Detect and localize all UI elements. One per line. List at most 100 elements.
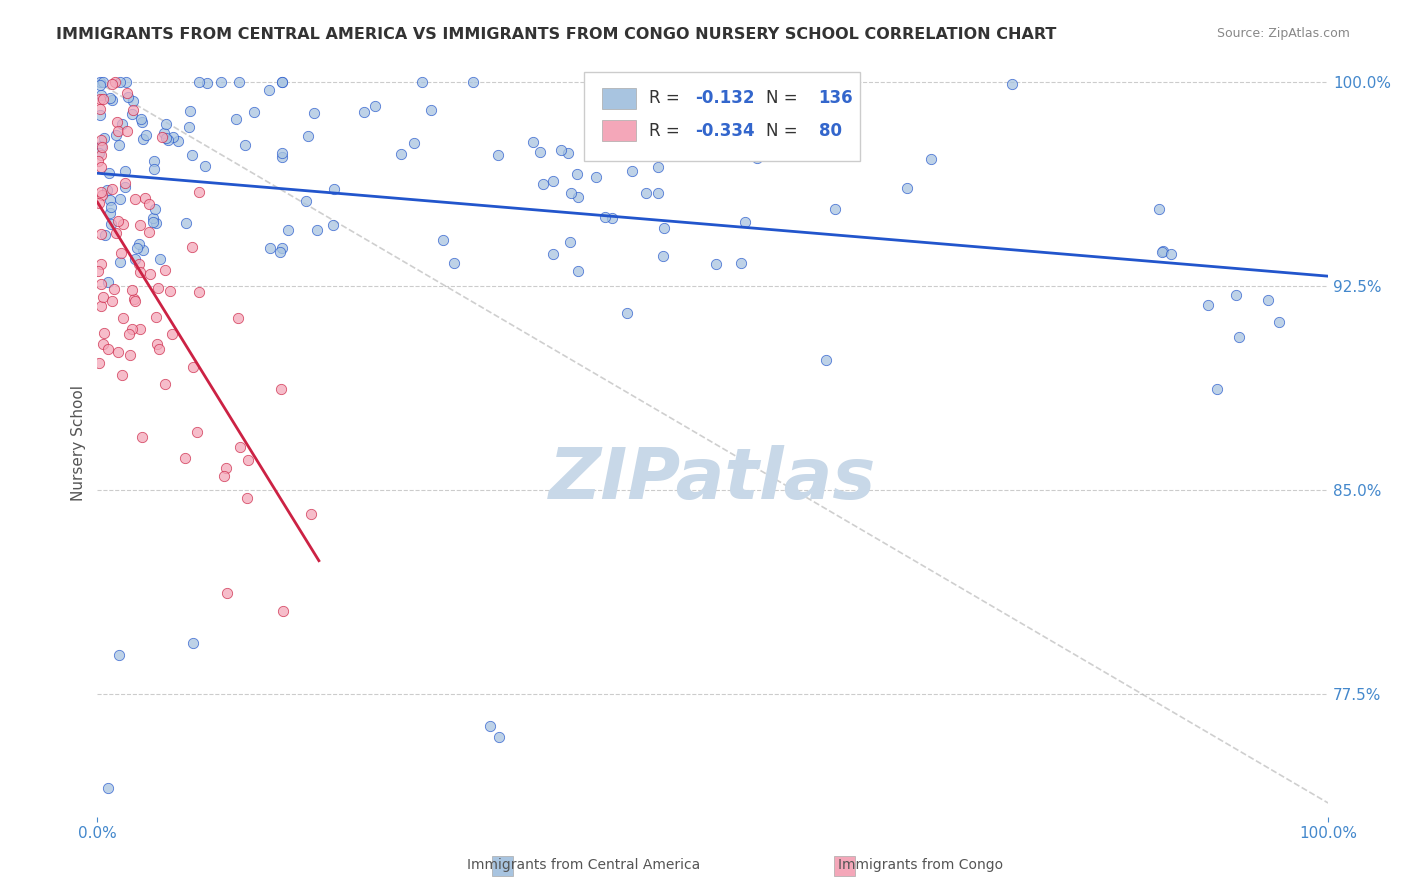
- Text: Immigrants from Congo: Immigrants from Congo: [838, 858, 1004, 872]
- Point: [105, 115, 128, 129]
- Point: [363, 99, 385, 113]
- Point: [294, 194, 316, 209]
- Point: [307, 222, 329, 236]
- Point: [90, 257, 112, 271]
- Point: [297, 128, 319, 143]
- Point: [1197, 298, 1219, 312]
- Point: [824, 202, 846, 216]
- Point: [531, 177, 554, 191]
- Point: [91, 92, 114, 106]
- Point: [132, 243, 155, 257]
- Point: [1268, 314, 1291, 328]
- Point: [195, 76, 218, 90]
- Point: [269, 245, 291, 260]
- Point: [411, 75, 433, 89]
- Point: [1257, 293, 1279, 307]
- Point: [541, 246, 564, 260]
- Point: [322, 182, 344, 196]
- Point: [215, 586, 238, 600]
- Point: [138, 196, 160, 211]
- Point: [118, 326, 141, 341]
- Point: [103, 75, 125, 89]
- Text: R =: R =: [648, 89, 685, 107]
- Point: [89, 75, 111, 89]
- Point: [159, 285, 181, 299]
- Point: [89, 102, 111, 116]
- Point: [101, 94, 124, 108]
- Point: [389, 147, 412, 161]
- Point: [115, 75, 138, 89]
- Point: [228, 440, 250, 454]
- Point: [592, 75, 614, 89]
- Point: [118, 347, 141, 361]
- Point: [114, 176, 136, 190]
- Point: [129, 265, 152, 279]
- Text: -0.334: -0.334: [696, 121, 755, 140]
- Point: [271, 75, 294, 89]
- Text: ZIPatlas: ZIPatlas: [550, 445, 876, 515]
- Text: 80: 80: [818, 121, 842, 140]
- Point: [138, 225, 160, 239]
- Point: [131, 430, 153, 444]
- Point: [1206, 382, 1229, 396]
- Point: [188, 285, 211, 299]
- Point: [97, 275, 120, 289]
- Point: [179, 120, 201, 134]
- Point: [299, 507, 322, 521]
- Point: [174, 216, 197, 230]
- Point: [142, 211, 165, 226]
- Point: [104, 128, 127, 142]
- Point: [89, 196, 111, 211]
- Point: [108, 75, 131, 89]
- Point: [97, 780, 120, 795]
- Point: [97, 166, 120, 180]
- Point: [89, 356, 111, 370]
- Point: [215, 461, 238, 475]
- Point: [91, 140, 114, 154]
- Point: [557, 145, 579, 160]
- Point: [747, 151, 769, 165]
- Point: [107, 138, 129, 153]
- Point: [101, 182, 124, 196]
- Point: [652, 249, 675, 263]
- Point: [636, 186, 658, 200]
- Text: -0.132: -0.132: [696, 89, 755, 107]
- Point: [815, 353, 838, 368]
- Point: [93, 131, 115, 145]
- Point: [1152, 244, 1174, 259]
- Point: [896, 180, 918, 194]
- Point: [443, 256, 465, 270]
- Point: [153, 126, 176, 140]
- Point: [160, 326, 183, 341]
- Point: [225, 112, 247, 127]
- Point: [1001, 77, 1024, 91]
- Point: [479, 719, 502, 733]
- Text: N =: N =: [766, 121, 803, 140]
- Point: [100, 217, 122, 231]
- Point: [91, 290, 114, 304]
- Point: [89, 108, 111, 122]
- Point: [87, 263, 110, 277]
- Point: [110, 192, 132, 206]
- Point: [131, 132, 153, 146]
- Point: [101, 77, 124, 91]
- Point: [259, 241, 281, 255]
- Point: [142, 153, 165, 168]
- Point: [302, 106, 325, 120]
- Point: [616, 305, 638, 319]
- Point: [98, 206, 121, 220]
- Point: [209, 75, 232, 89]
- Point: [173, 451, 195, 466]
- Point: [87, 145, 110, 160]
- Point: [181, 360, 204, 375]
- Point: [90, 88, 112, 103]
- Point: [179, 103, 201, 118]
- Point: [1160, 247, 1182, 261]
- Point: [155, 131, 177, 145]
- FancyBboxPatch shape: [602, 88, 637, 109]
- Point: [121, 283, 143, 297]
- Point: [129, 112, 152, 127]
- Point: [704, 257, 727, 271]
- Point: [560, 186, 582, 201]
- Point: [148, 252, 170, 267]
